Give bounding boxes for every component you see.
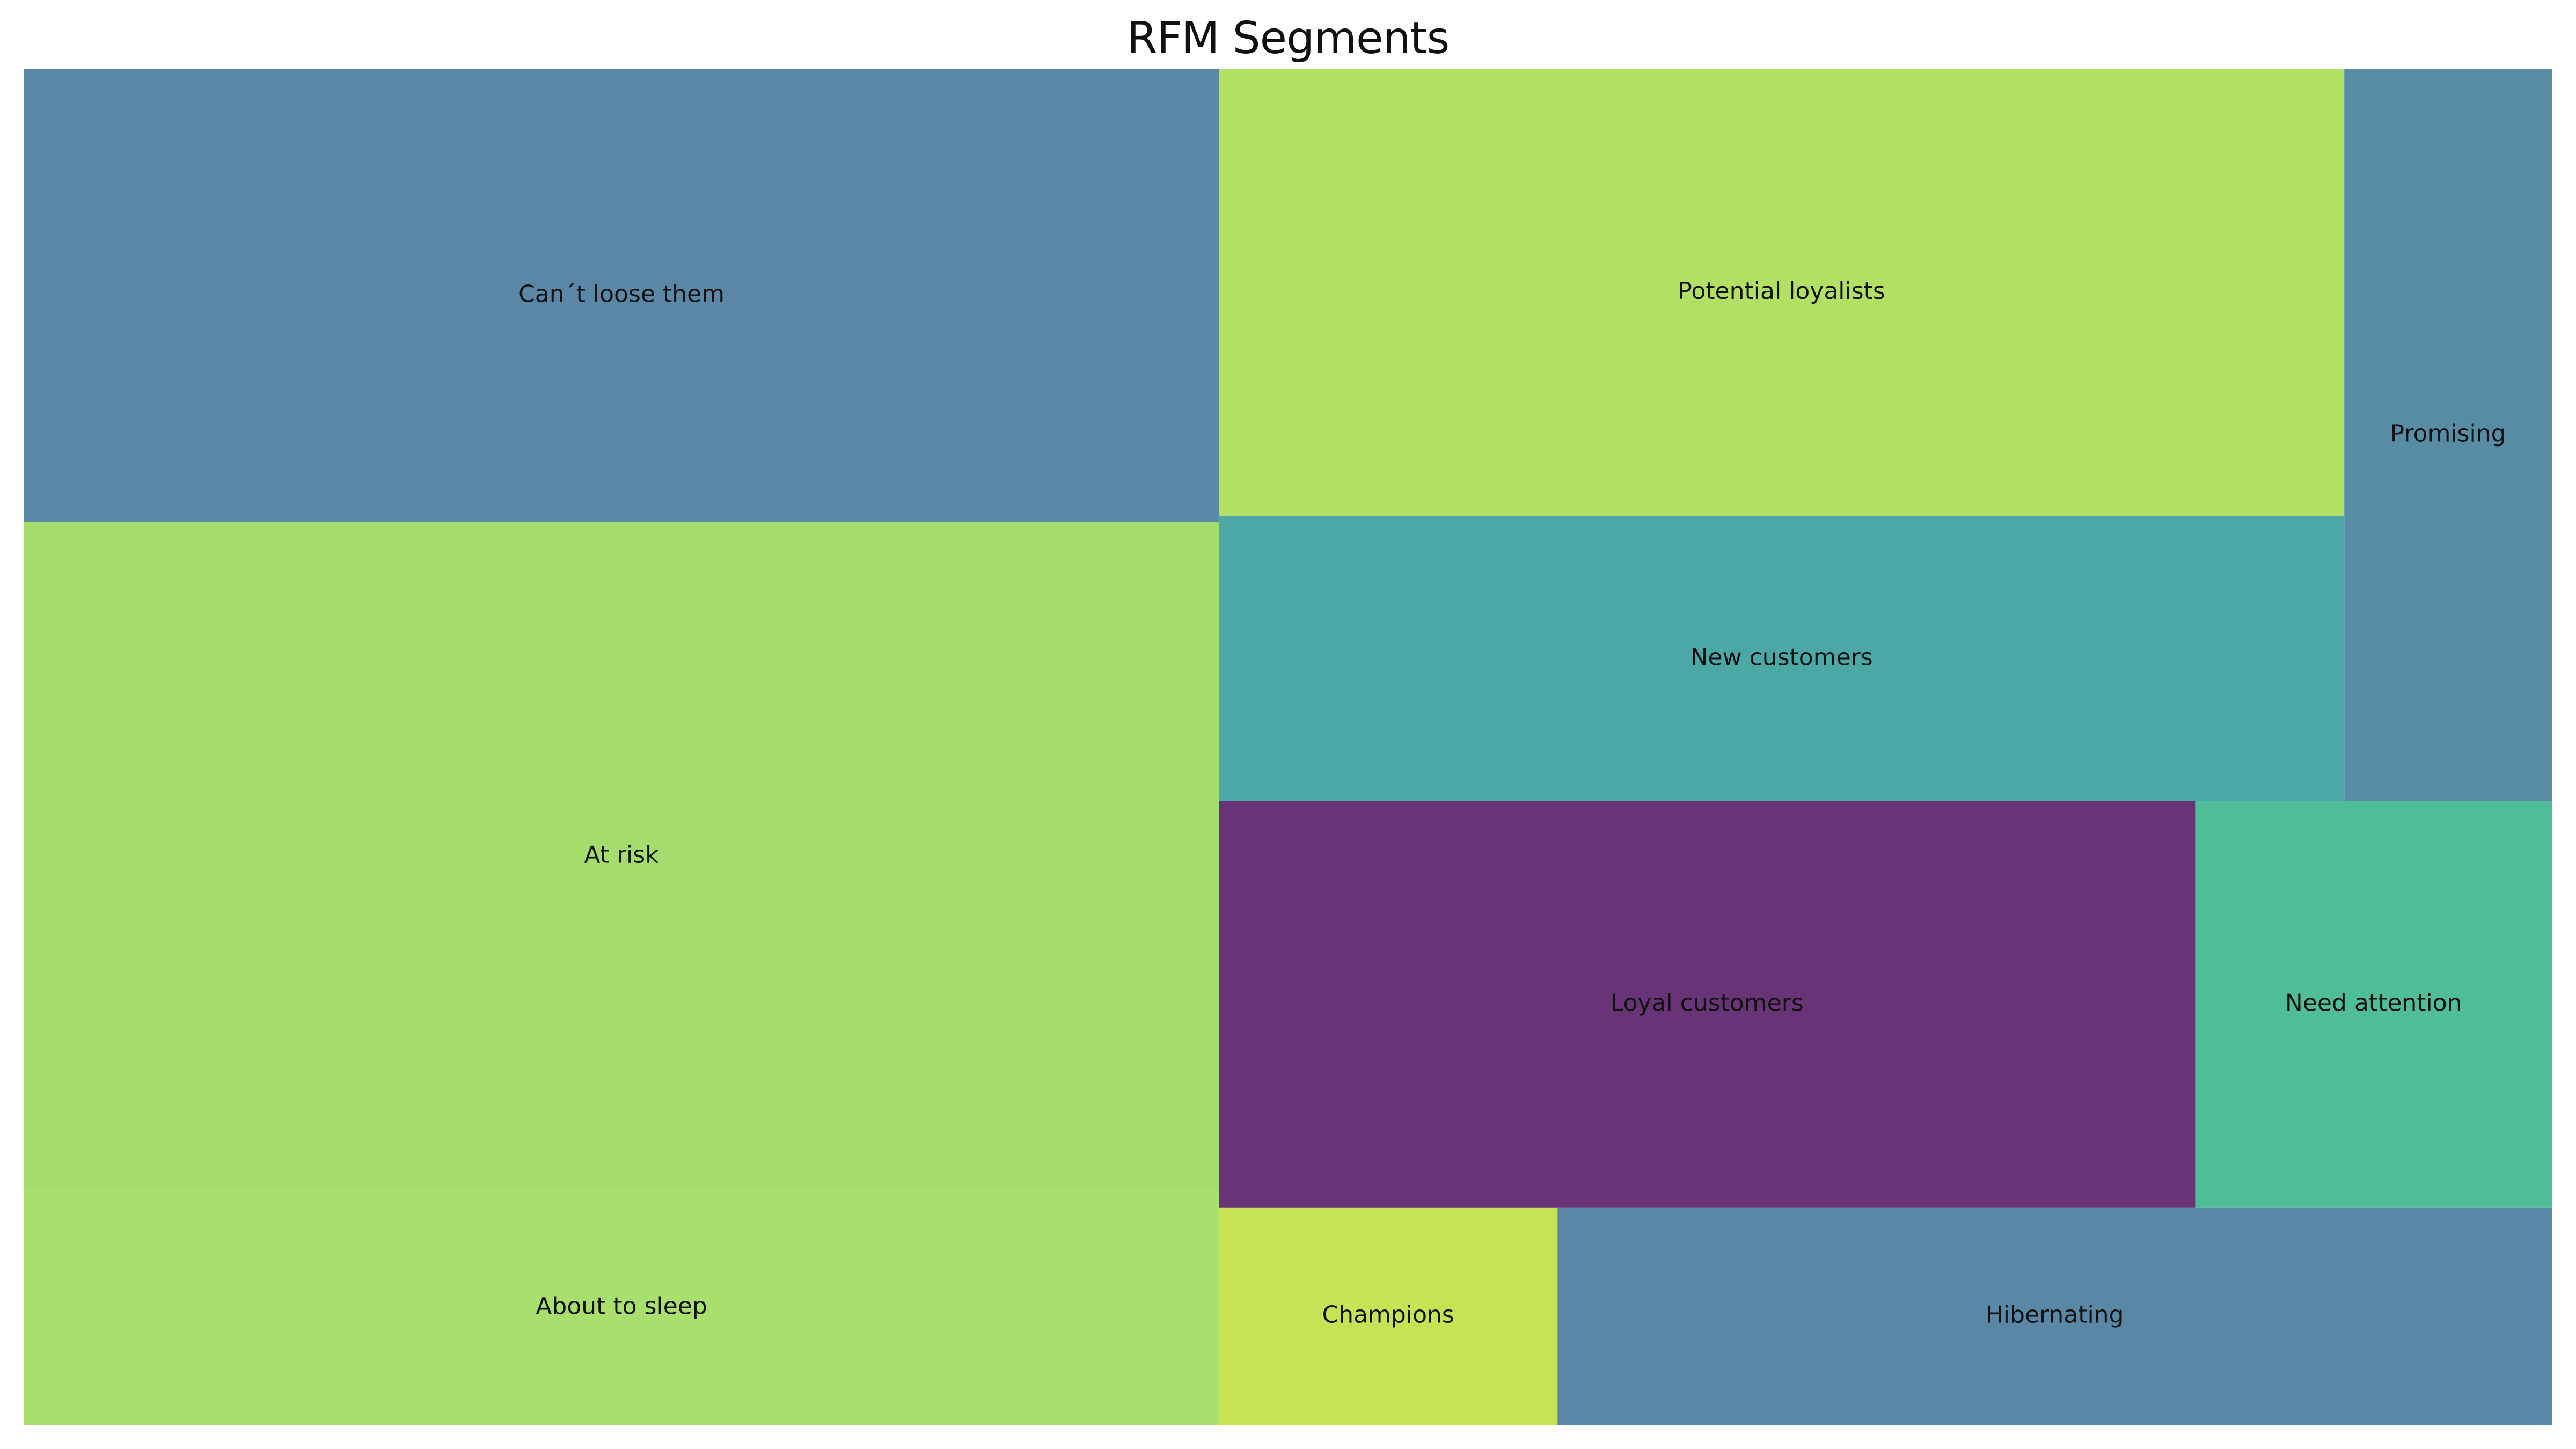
tile-new-customers: [1219, 516, 2345, 801]
tile-loyal-customers: [1219, 801, 2196, 1208]
chart-title: RFM Segments: [1126, 13, 1450, 64]
tile-label-hibernating: Hibernating: [1986, 1301, 2124, 1328]
tile-label-at-risk: At risk: [584, 841, 659, 868]
tile-at-risk: [24, 522, 1219, 1190]
tile-champions: [1219, 1207, 1558, 1425]
tile-need-attention: [2195, 801, 2552, 1208]
tile-label-new-customers: New customers: [1690, 643, 1873, 671]
tile-can-t-loose-them: [24, 69, 1219, 522]
tile-label-need-attention: Need attention: [2285, 989, 2462, 1016]
tile-label-about-to-sleep: About to sleep: [536, 1292, 707, 1320]
tile-label-can-t-loose-them: Can´t loose them: [518, 280, 724, 308]
tile-potential-loyalists: [1219, 69, 2345, 516]
tile-label-loyal-customers: Loyal customers: [1611, 989, 1804, 1016]
tile-about-to-sleep: [24, 1190, 1219, 1425]
tile-label-potential-loyalists: Potential loyalists: [1678, 277, 1885, 305]
tile-label-champions: Champions: [1322, 1301, 1454, 1328]
tile-label-promising: Promising: [2390, 420, 2506, 447]
tile-hibernating: [1557, 1207, 2552, 1425]
tile-promising: [2344, 69, 2552, 801]
